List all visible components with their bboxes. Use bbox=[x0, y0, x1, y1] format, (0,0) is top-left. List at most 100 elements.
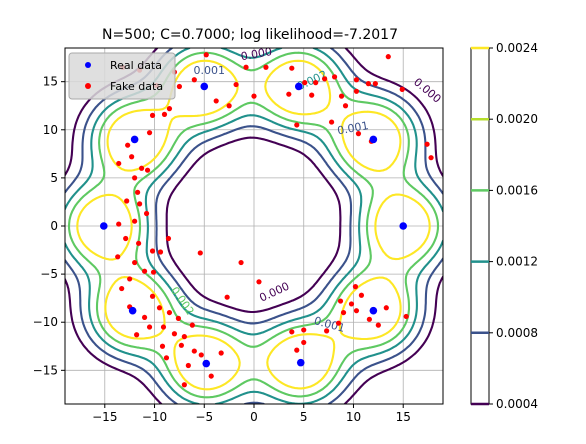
real-data-point bbox=[296, 358, 305, 367]
fake-data-point bbox=[208, 373, 214, 379]
fake-data-point bbox=[233, 81, 239, 88]
fake-data-point bbox=[185, 362, 191, 369]
fake-data-point bbox=[337, 298, 344, 304]
fake-data-point bbox=[166, 106, 173, 112]
fake-data-point bbox=[375, 322, 381, 328]
fake-data-point bbox=[352, 284, 359, 290]
colorbar-tick-label: 0.0008 bbox=[496, 326, 538, 340]
fake-data-point bbox=[302, 80, 308, 86]
fake-data-point bbox=[226, 103, 232, 109]
fake-data-point bbox=[156, 305, 163, 311]
fake-data-point bbox=[171, 331, 178, 337]
legend-box bbox=[68, 52, 176, 100]
fake-data-point bbox=[428, 155, 434, 161]
real-data-point bbox=[399, 222, 408, 230]
fake-data-point bbox=[328, 119, 335, 125]
x-tick-label: 15 bbox=[396, 410, 411, 424]
fake-data-point bbox=[161, 111, 168, 117]
real-data-point bbox=[130, 135, 139, 144]
fake-data-point bbox=[353, 77, 360, 83]
colorbar-tick-label: 0.0024 bbox=[496, 41, 538, 55]
fake-data-point bbox=[385, 54, 391, 60]
fake-data-point bbox=[348, 301, 355, 307]
fake-data-point bbox=[175, 315, 181, 321]
scatter-points bbox=[99, 52, 434, 388]
fake-data-point bbox=[135, 189, 141, 195]
fake-data-point bbox=[213, 98, 219, 104]
fake-data-point bbox=[160, 324, 167, 330]
fake-data-point bbox=[125, 142, 131, 148]
legend-label-real: Real data bbox=[110, 59, 162, 72]
fake-data-point bbox=[136, 240, 142, 246]
fake-data-point bbox=[176, 83, 182, 90]
fake-data-point bbox=[166, 309, 173, 316]
colorbar-tick-label: 0.0004 bbox=[496, 397, 538, 411]
fake-data-point bbox=[372, 81, 378, 87]
fake-data-point bbox=[358, 292, 365, 298]
colorbar-tick-label: 0.0012 bbox=[496, 255, 538, 269]
fake-data-point bbox=[263, 64, 269, 70]
fake-data-point bbox=[149, 112, 156, 118]
fake-data-point bbox=[399, 86, 405, 92]
contour-label: 0.000 bbox=[411, 75, 443, 105]
fake-data-point bbox=[157, 249, 164, 255]
fake-data-point bbox=[403, 313, 409, 320]
real-data-point bbox=[200, 82, 209, 91]
fake-data-point bbox=[301, 327, 307, 333]
fake-data-point bbox=[424, 141, 430, 147]
fake-data-point bbox=[366, 316, 372, 322]
fake-data-point bbox=[181, 334, 187, 340]
fake-data-point bbox=[197, 250, 203, 256]
fake-data-point bbox=[353, 88, 360, 94]
fake-data-point bbox=[146, 324, 153, 330]
fake-data-point bbox=[165, 235, 172, 242]
contour-level-1 bbox=[65, 48, 443, 404]
fake-data-point bbox=[132, 259, 138, 266]
contour-label: 0.001 bbox=[193, 64, 225, 77]
fake-data-point bbox=[115, 254, 121, 260]
legend-marker-real bbox=[85, 62, 91, 68]
fake-data-point bbox=[243, 64, 249, 70]
x-axis: −15 −10 −5 0 5 10 15 bbox=[92, 404, 411, 424]
real-data-point bbox=[202, 359, 211, 368]
fake-data-point bbox=[322, 76, 328, 82]
x-tick-label: 5 bbox=[300, 410, 308, 424]
x-tick-label: −15 bbox=[92, 410, 117, 424]
y-tick-label: 0 bbox=[50, 219, 58, 233]
x-tick-label: −5 bbox=[195, 410, 213, 424]
fake-data-point bbox=[289, 65, 295, 71]
fake-data-point bbox=[251, 93, 257, 99]
fake-data-point bbox=[143, 210, 150, 217]
fake-data-point bbox=[137, 201, 143, 207]
fake-data-point bbox=[324, 328, 330, 334]
fake-data-point bbox=[163, 355, 170, 361]
fake-data-point bbox=[294, 347, 300, 353]
fake-data-point bbox=[116, 221, 122, 227]
fake-data-point bbox=[353, 308, 360, 314]
fake-data-point bbox=[313, 80, 319, 86]
fake-data-point bbox=[340, 309, 347, 316]
fake-data-point bbox=[149, 248, 156, 254]
real-data-point bbox=[99, 222, 108, 230]
y-tick-label: −10 bbox=[33, 315, 58, 329]
fake-data-point bbox=[191, 348, 197, 354]
fake-data-point bbox=[123, 235, 129, 242]
fake-data-point bbox=[238, 259, 244, 266]
y-tick-label: 5 bbox=[50, 171, 58, 185]
chart-title: N=500; C=0.7000; log likelihood=-7.2017 bbox=[102, 27, 398, 43]
fake-data-point bbox=[119, 285, 125, 292]
fake-data-point bbox=[355, 131, 362, 137]
fake-data-point bbox=[159, 343, 166, 349]
contour-label: 0.000 bbox=[257, 280, 291, 305]
contour-level-3 bbox=[67, 51, 440, 399]
colorbar-tick-label: 0.0016 bbox=[496, 183, 538, 197]
legend-label-fake: Fake data bbox=[110, 80, 163, 93]
fake-data-point bbox=[141, 268, 148, 274]
fake-data-point bbox=[146, 130, 153, 136]
fake-data-point bbox=[294, 122, 300, 128]
fake-data-point bbox=[383, 305, 389, 311]
fake-data-point bbox=[218, 350, 224, 356]
fake-data-point bbox=[286, 91, 292, 97]
fake-data-point bbox=[189, 322, 195, 328]
